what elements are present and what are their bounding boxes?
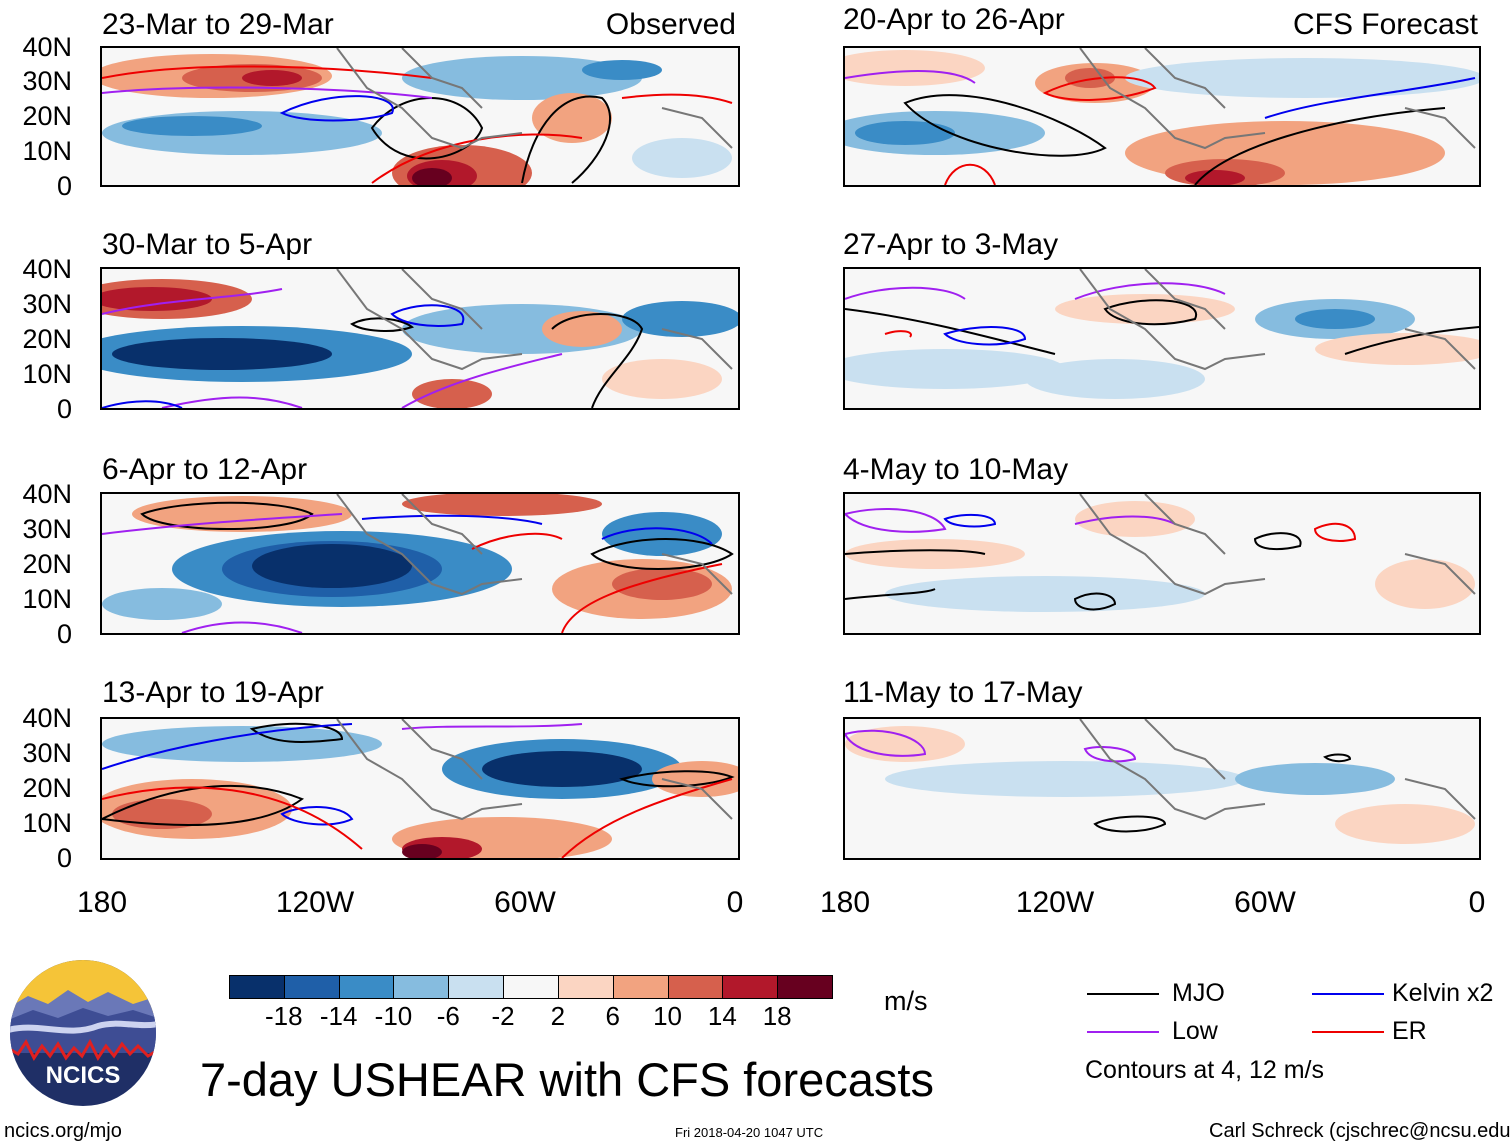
observed-label: Observed — [605, 8, 736, 41]
y-label-20n: 20N — [22, 324, 72, 354]
y-label-20n: 20N — [22, 773, 72, 803]
colorbar-label: 6 — [605, 1001, 620, 1031]
colorbar-box — [612, 975, 669, 999]
x-label-60w: 60W — [494, 886, 556, 919]
x-label-180: 180 — [819, 886, 871, 919]
shear-field-svg — [102, 494, 738, 633]
y-label-10n: 10N — [22, 808, 72, 838]
y-label-40n: 40N — [22, 703, 72, 733]
map-panel-right-4 — [843, 717, 1481, 860]
legend-kelvin-line — [1312, 993, 1384, 995]
y-label-0: 0 — [56, 619, 72, 649]
legend-er-line — [1312, 1031, 1384, 1033]
shear-field-svg — [102, 269, 738, 408]
legend-er-label: ER — [1392, 1017, 1427, 1045]
y-label-10n: 10N — [22, 359, 72, 389]
y-label-20n: 20N — [22, 549, 72, 579]
website-link[interactable]: ncics.org/mjo — [4, 1120, 122, 1142]
panel-title-left-2: 30-Mar to 5-Apr — [102, 228, 313, 261]
ncics-logo-text: NCICS — [46, 1062, 121, 1089]
panel-title-right-4: 11-May to 17-May — [843, 676, 1083, 709]
legend-kelvin-label: Kelvin x2 — [1392, 979, 1494, 1007]
map-panel-left-4 — [100, 717, 740, 860]
colorbar-box — [777, 975, 833, 999]
colorbar-label: 18 — [762, 1001, 792, 1031]
shear-field-svg — [102, 48, 738, 185]
y-label-10n: 10N — [22, 136, 72, 166]
panel-title-left-3: 6-Apr to 12-Apr — [102, 453, 308, 486]
map-panel-left-3 — [100, 492, 740, 635]
x-label-0: 0 — [726, 886, 744, 919]
timestamp: Fri 2018-04-20 1047 UTC — [675, 1125, 824, 1140]
colorbar-label: 2 — [550, 1001, 566, 1031]
shear-field-svg — [845, 48, 1479, 185]
y-label-20n: 20N — [22, 101, 72, 131]
y-label-40n: 40N — [22, 254, 72, 284]
panel-title-left-4: 13-Apr to 19-Apr — [102, 676, 324, 709]
map-panel-right-3 — [843, 492, 1481, 635]
shear-field-svg — [845, 719, 1479, 858]
cfs-forecast-label: CFS Forecast — [1292, 8, 1478, 41]
y-label-30n: 30N — [22, 66, 72, 96]
legend-low-label: Low — [1172, 1017, 1218, 1045]
panel-title-left-1: 23-Mar to 29-Mar — [102, 8, 334, 41]
colorbar-label: 10 — [653, 1001, 682, 1031]
legend-mjo-line — [1087, 993, 1159, 995]
colorbar-box — [393, 975, 450, 999]
colorbar-label: 14 — [707, 1001, 737, 1031]
y-label-40n: 40N — [22, 32, 72, 62]
colorbar-box — [448, 975, 505, 999]
x-label-0: 0 — [1468, 886, 1486, 919]
colorbar-label: -18 — [265, 1001, 303, 1031]
panel-title-right-3: 4-May to 10-May — [843, 453, 1069, 486]
units-label: m/s — [884, 986, 928, 1016]
colorbar-label: -14 — [319, 1001, 358, 1031]
colorbar-box — [283, 975, 340, 999]
y-label-0: 0 — [56, 843, 72, 873]
x-label-60w: 60W — [1234, 886, 1296, 919]
y-label-30n: 30N — [22, 289, 72, 319]
y-label-40n: 40N — [22, 479, 72, 509]
ncics-logo: NCICS — [8, 958, 158, 1108]
colorbar-box — [338, 975, 395, 999]
author-credit: Carl Schreck (cjschrec@ncsu.edu) — [1209, 1120, 1510, 1142]
y-label-30n: 30N — [22, 738, 72, 768]
colorbar-label: -10 — [374, 1001, 413, 1031]
ncics-logo-icon: NCICS — [10, 960, 156, 1106]
x-label-120w: 120W — [1015, 886, 1095, 919]
colorbar-box — [667, 975, 724, 999]
panel-title-right-2: 27-Apr to 3-May — [843, 228, 1059, 261]
figure-title: 7-day USHEAR with CFS forecasts — [200, 1053, 934, 1106]
colorbar-box — [229, 975, 285, 999]
colorbar-box — [503, 975, 559, 999]
map-panel-right-2 — [843, 267, 1481, 410]
map-panel-left-1 — [100, 46, 740, 187]
map-panel-right-1 — [843, 46, 1481, 187]
y-label-0: 0 — [56, 171, 72, 201]
colorbar-label: -2 — [491, 1001, 515, 1031]
colorbar-box — [722, 975, 779, 999]
x-label-120w: 120W — [275, 886, 355, 919]
x-label-180: 180 — [76, 886, 128, 919]
legend-low-line — [1087, 1031, 1159, 1033]
legend-mjo-label: MJO — [1172, 979, 1225, 1007]
y-label-10n: 10N — [22, 584, 72, 614]
shear-field-svg — [102, 719, 738, 858]
y-label-30n: 30N — [22, 514, 72, 544]
y-label-0: 0 — [56, 394, 72, 424]
shear-field-svg — [845, 494, 1479, 633]
colorbar-box — [557, 975, 614, 999]
panel-title-right-1: 20-Apr to 26-Apr — [843, 3, 1065, 36]
colorbar-label: -6 — [436, 1001, 460, 1031]
legend-contour-note: Contours at 4, 12 m/s — [1085, 1056, 1325, 1084]
shear-field-svg — [845, 269, 1479, 408]
map-panel-left-2 — [100, 267, 740, 410]
